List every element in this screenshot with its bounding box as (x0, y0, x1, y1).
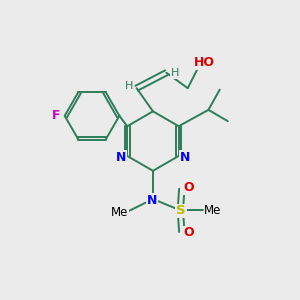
Text: N: N (180, 151, 190, 164)
Text: Me: Me (111, 206, 128, 219)
Text: N: N (147, 194, 158, 207)
Text: N: N (116, 151, 126, 164)
Text: O: O (183, 181, 194, 194)
Text: HO: HO (194, 56, 215, 69)
Text: Me: Me (204, 204, 222, 217)
Text: O: O (183, 226, 194, 239)
Text: H: H (170, 68, 179, 78)
Text: H: H (125, 81, 133, 91)
Text: S: S (176, 204, 186, 218)
Text: F: F (52, 109, 61, 122)
